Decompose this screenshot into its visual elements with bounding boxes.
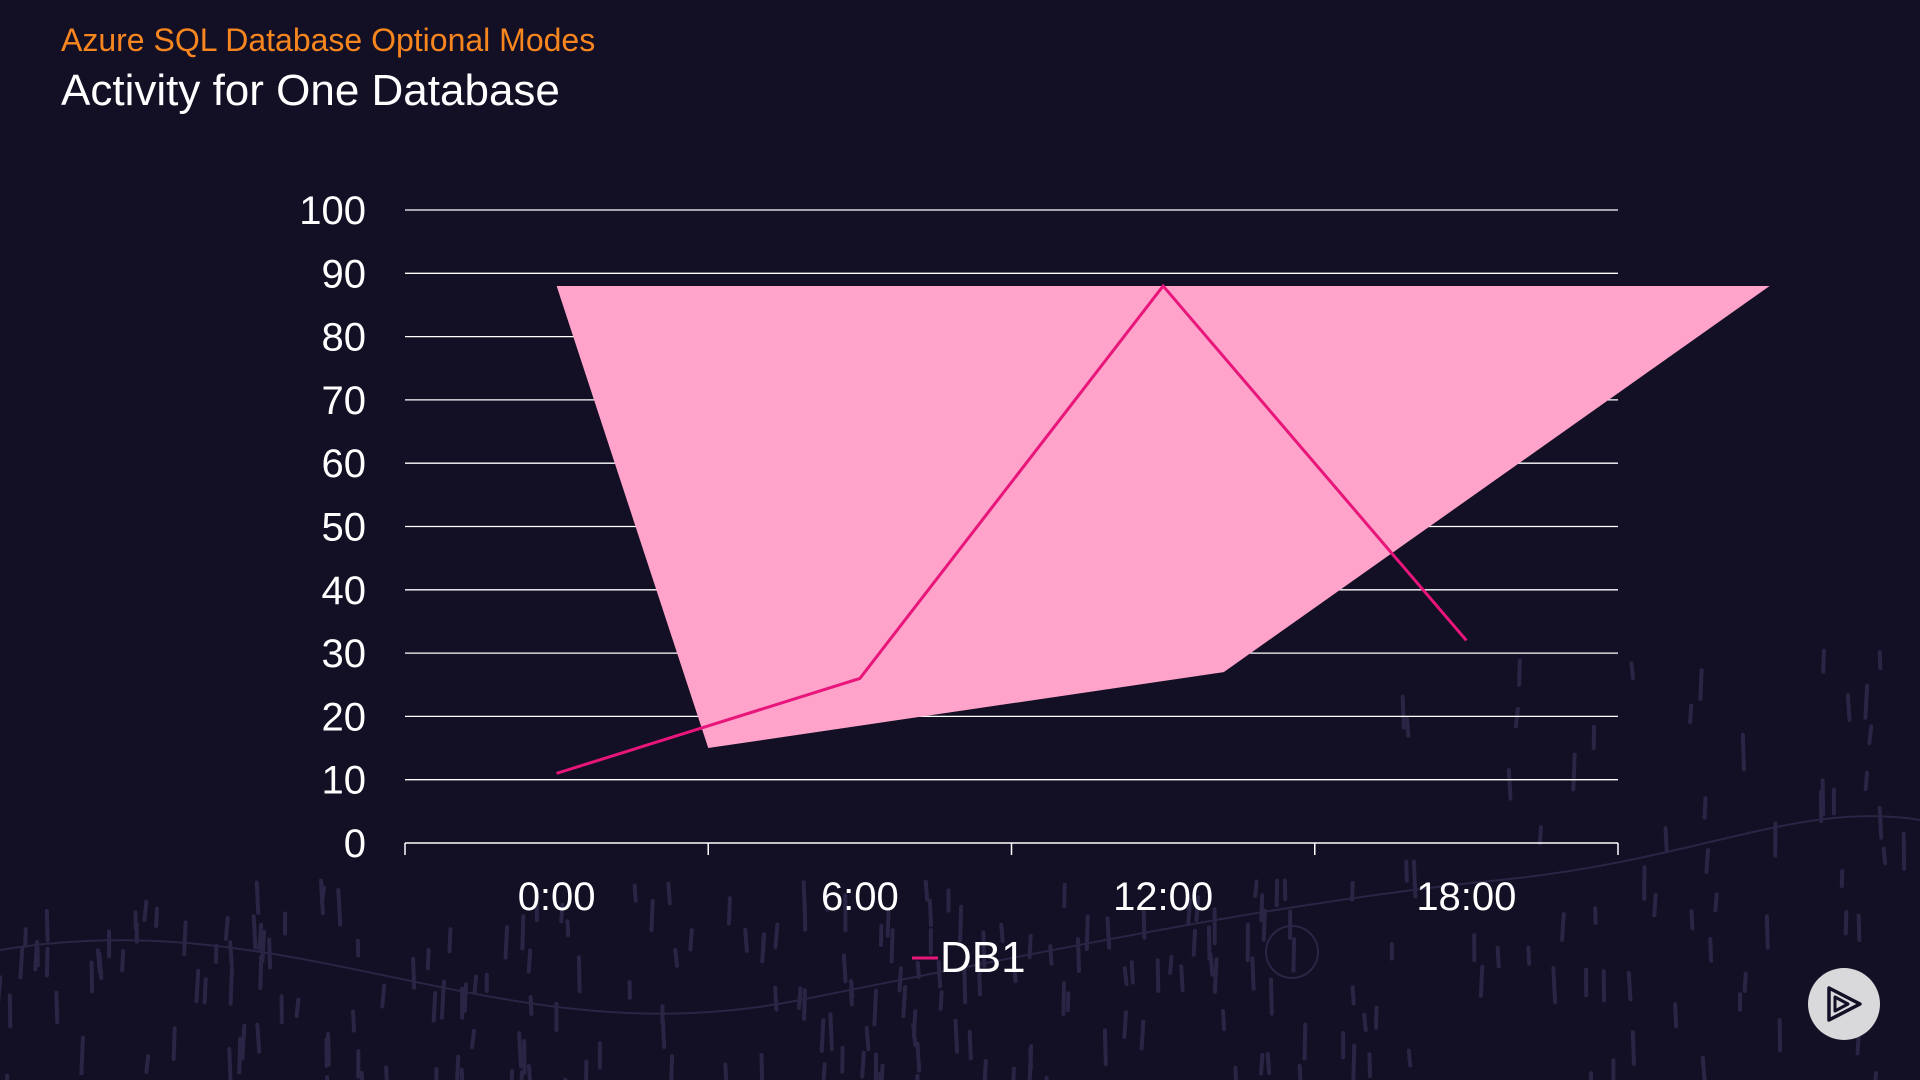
y-axis-labels: 0 10 20 30 40 50 60 70 80 90 100 [299, 189, 366, 866]
x-axis [405, 843, 1618, 855]
x-axis-labels: 0:00 6:00 12:00 18:00 [518, 875, 1517, 919]
y-tick-label: 80 [322, 316, 367, 360]
y-tick-label: 10 [322, 759, 367, 803]
y-tick-label: 40 [322, 569, 367, 613]
y-tick-label: 0 [344, 822, 366, 866]
y-tick-label: 60 [322, 442, 367, 486]
y-tick-label: 20 [322, 695, 367, 739]
y-tick-label: 70 [322, 379, 367, 423]
y-tick-label: 30 [322, 632, 367, 676]
y-tick-label: 50 [322, 506, 367, 550]
brand-badge [1808, 968, 1880, 1040]
x-tick-label: 6:00 [821, 875, 899, 919]
legend: DB1 [912, 933, 1026, 982]
x-tick-label: 0:00 [518, 875, 596, 919]
x-tick-label: 12:00 [1113, 875, 1213, 919]
shaded-area [557, 286, 1770, 748]
legend-label-db1: DB1 [940, 933, 1026, 982]
play-logo-icon [1808, 968, 1880, 1040]
y-tick-label: 100 [299, 189, 366, 233]
y-tick-label: 90 [322, 252, 367, 296]
x-tick-label: 18:00 [1416, 875, 1516, 919]
